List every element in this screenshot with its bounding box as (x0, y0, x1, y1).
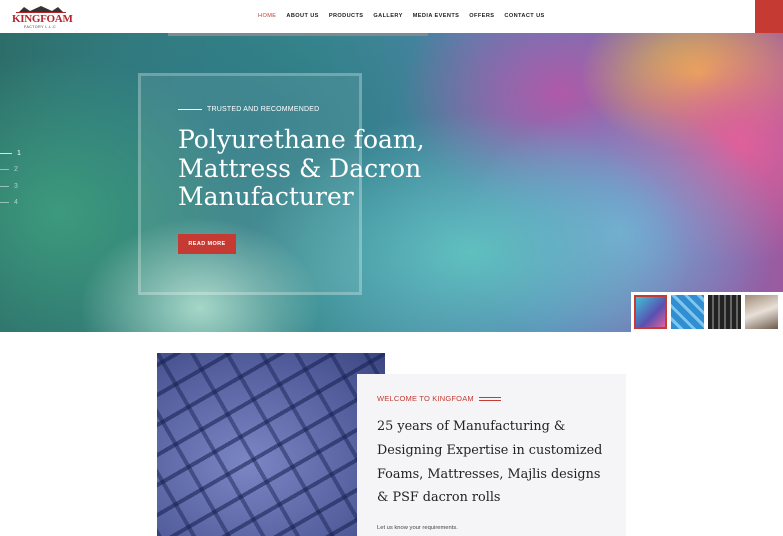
headline-line: Manufacturer (178, 182, 354, 211)
slide-indicator[interactable]: 2 (0, 166, 18, 173)
welcome-text: 25 years of Manufacturing & Designing Ex… (377, 419, 603, 506)
nav-link[interactable]: PRODUCTS (328, 13, 364, 19)
nav-link[interactable]: OFFERS (469, 13, 495, 19)
logo-name: KINGFOAM (12, 13, 73, 25)
welcome-kicker: WELCOME TO KINGFOAM (377, 394, 501, 403)
indicator-line (0, 169, 9, 171)
thumbnail[interactable] (708, 295, 741, 329)
thumbnails (631, 292, 783, 332)
hero-frame (138, 73, 362, 295)
logo[interactable]: KINGFOAM FACTORY L.L.C (12, 6, 73, 29)
indicator-number: 2 (14, 166, 18, 174)
welcome-card (357, 374, 626, 536)
menu-button[interactable] (755, 0, 783, 33)
nav: HOME ABOUT US PRODUCTS GALLERY MEDIA EVE… (253, 13, 550, 19)
slide-indicator[interactable]: 1 (0, 150, 21, 157)
nav-link[interactable]: MEDIA EVENTS (412, 13, 460, 19)
progress-bar (168, 33, 428, 36)
logo-crown (16, 6, 66, 13)
hero-background (0, 33, 783, 332)
foam-image (157, 353, 385, 536)
slide-indicator[interactable]: 4 (0, 199, 18, 206)
indicator-number: 1 (17, 150, 21, 157)
headline-line: Polyurethane foam, (178, 125, 425, 154)
welcome-kicker-text: WELCOME TO KINGFOAM (377, 394, 474, 403)
welcome-note: Let us know your requirements. (377, 525, 458, 531)
header: KINGFOAM FACTORY L.L.C HOME ABOUT US PRO… (0, 0, 783, 33)
indicator-line (0, 185, 9, 187)
logo-subtitle: FACTORY L.L.C (24, 25, 57, 29)
hero-kicker: TRUSTED AND RECOMMENDED (207, 106, 320, 113)
indicator-number: 3 (14, 182, 18, 190)
nav-link[interactable]: ABOUT US (286, 13, 319, 19)
slide-indicator[interactable]: 3 (0, 183, 18, 190)
kicker-decoration (478, 396, 501, 401)
indicator-number: 4 (14, 198, 18, 206)
thumbnail[interactable] (745, 295, 778, 329)
read-more-button[interactable]: READ MORE (178, 234, 236, 254)
headline-line: Mattress & Dacron (178, 153, 422, 183)
indicator-line (0, 153, 12, 154)
kicker-line (178, 109, 202, 110)
nav-link[interactable]: GALLERY (373, 13, 403, 19)
thumbnail[interactable] (671, 295, 704, 329)
thumbnail[interactable] (634, 295, 667, 329)
indicator-line (0, 201, 9, 203)
nav-link[interactable]: HOME (258, 13, 277, 19)
hero-headline: Polyurethane foam, Mattress & Dacron Man… (178, 125, 425, 212)
nav-link[interactable]: CONTACT US (504, 13, 545, 19)
